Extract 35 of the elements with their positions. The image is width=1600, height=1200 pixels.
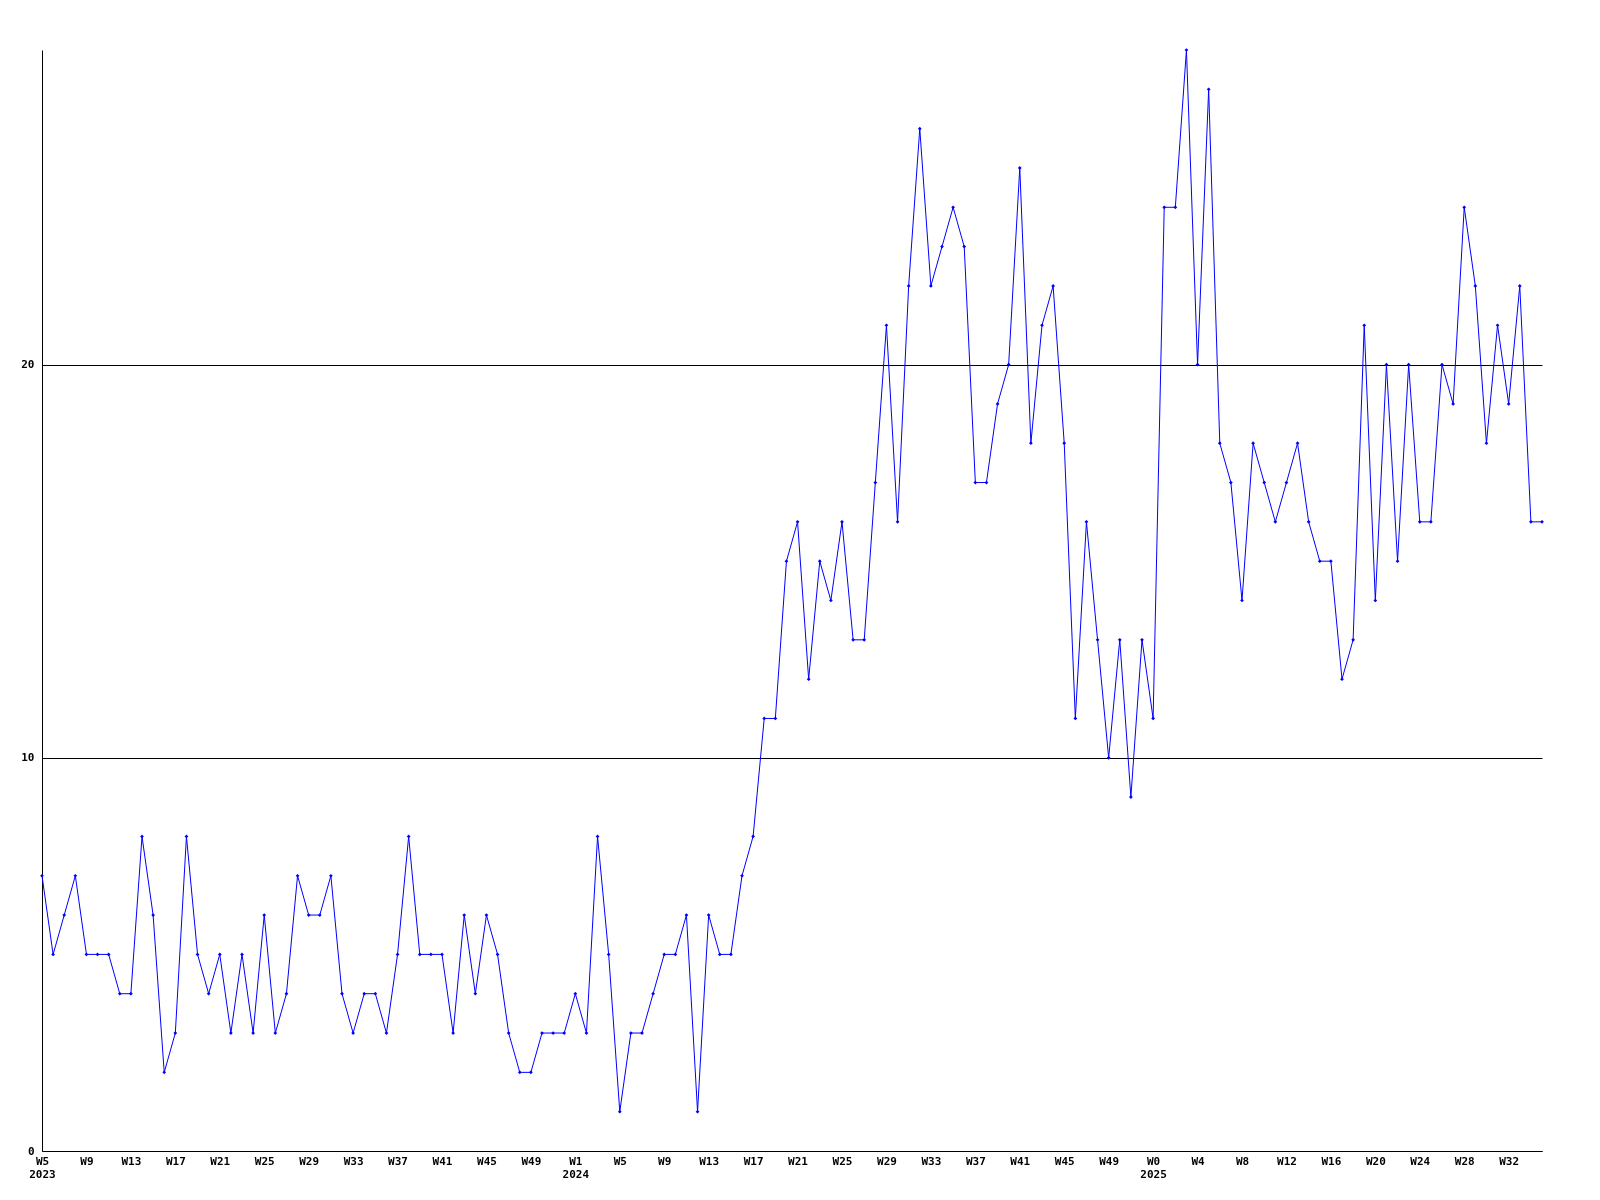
x-tick-label: W1 2024 <box>562 1154 590 1181</box>
x-tick-label: W21 <box>788 1154 809 1168</box>
x-tick-label: W29 <box>299 1154 320 1168</box>
x-tick-label: W9 <box>658 1154 672 1168</box>
x-tick-label: W24 <box>1410 1154 1431 1168</box>
x-tick-label: W41 <box>1010 1154 1031 1168</box>
x-tick-label: W25 <box>832 1154 853 1168</box>
x-tick-label: W13 <box>121 1154 142 1168</box>
x-tick-label: W16 <box>1321 1154 1342 1168</box>
x-tick-label: W21 <box>210 1154 231 1168</box>
x-tick-label: W32 <box>1499 1154 1520 1168</box>
y-tick-label: 10 <box>21 751 35 765</box>
x-tick-label: W45 <box>1054 1154 1075 1168</box>
x-tick-label: W28 <box>1454 1154 1475 1168</box>
x-tick-label: W4 <box>1191 1154 1206 1168</box>
x-tick-label: W9 <box>80 1154 94 1168</box>
x-tick-label: W5 <box>613 1154 627 1168</box>
x-tick-label: W37 <box>965 1154 986 1168</box>
x-tick-label: W41 <box>432 1154 453 1168</box>
x-tick-label: W33 <box>921 1154 942 1168</box>
x-tick-label: W33 <box>343 1154 364 1168</box>
x-tick-label: W20 <box>1365 1154 1386 1168</box>
x-tick-label: W29 <box>877 1154 897 1168</box>
x-tick-label: W49 <box>1099 1154 1120 1168</box>
x-tick-label: W37 <box>388 1154 408 1168</box>
x-tick-label: W25 <box>254 1154 275 1168</box>
x-tick-label: W13 <box>699 1154 720 1168</box>
y-tick-label: 20 <box>21 358 35 372</box>
x-tick-label: W45 <box>477 1154 497 1168</box>
x-tick-label: W17 <box>165 1154 186 1168</box>
x-tick-label: W12 <box>1277 1154 1297 1168</box>
x-tick-label: W0 2025 <box>1140 1154 1167 1181</box>
x-tick-label: W8 <box>1235 1154 1250 1168</box>
x-tick-label: W17 <box>743 1154 764 1168</box>
x-tick-label: W49 <box>521 1154 542 1168</box>
